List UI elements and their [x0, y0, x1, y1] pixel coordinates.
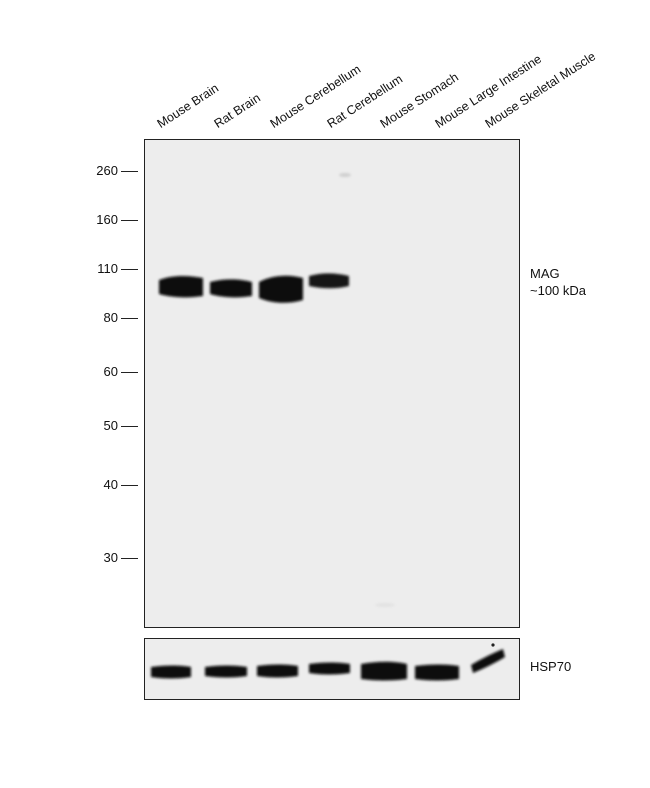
mw-tick-50 — [121, 426, 138, 427]
loading-control-label: HSP70 — [530, 659, 572, 674]
speck — [491, 643, 495, 647]
mw-marker-260: 260 — [96, 163, 118, 178]
band-hsp70-4 — [309, 662, 350, 675]
speck — [375, 603, 395, 607]
mw-tick-160 — [121, 220, 138, 221]
mw-tick-80 — [121, 318, 138, 319]
band-hsp70-5 — [361, 661, 407, 681]
lane-label-rat-brain: Rat Brain — [211, 90, 263, 131]
band-rat-brain — [210, 279, 252, 298]
band-rat-cerebellum — [309, 273, 349, 289]
mw-tick-40 — [121, 485, 138, 486]
loading-control-image — [151, 643, 505, 681]
mw-tick-110 — [121, 269, 138, 270]
main-blot-panel — [144, 139, 520, 628]
band-mouse-cerebellum — [259, 275, 303, 303]
mw-marker-160: 160 — [96, 212, 118, 227]
mag-bands — [159, 273, 349, 303]
band-hsp70-3 — [257, 664, 298, 678]
mw-marker-60: 60 — [103, 364, 118, 379]
band-hsp70-1 — [151, 665, 191, 679]
mw-marker-30: 30 — [103, 550, 118, 565]
loading-control-panel — [144, 638, 520, 700]
band-hsp70-6 — [415, 664, 459, 681]
mw-tick-60 — [121, 372, 138, 373]
target-name-label: MAG — [530, 266, 560, 281]
target-size-label: ~100 kDa — [530, 283, 587, 298]
band-hsp70-7 — [471, 649, 505, 673]
mw-marker-40: 40 — [103, 477, 118, 492]
band-hsp70-2 — [205, 665, 247, 678]
lane-label-mouse-brain: Mouse Brain — [154, 80, 222, 131]
lane-label-mouse-cerebellum: Mouse Cerebellum — [267, 62, 364, 131]
hsp70-bands — [151, 643, 505, 681]
mw-tick-260 — [121, 171, 138, 172]
mw-marker-50: 50 — [103, 418, 118, 433]
mw-tick-30 — [121, 558, 138, 559]
main-blot-image — [159, 173, 395, 607]
mw-marker-80: 80 — [103, 310, 118, 325]
mw-marker-110: 110 — [97, 261, 118, 276]
band-mouse-brain — [159, 276, 203, 298]
speck — [339, 173, 351, 177]
